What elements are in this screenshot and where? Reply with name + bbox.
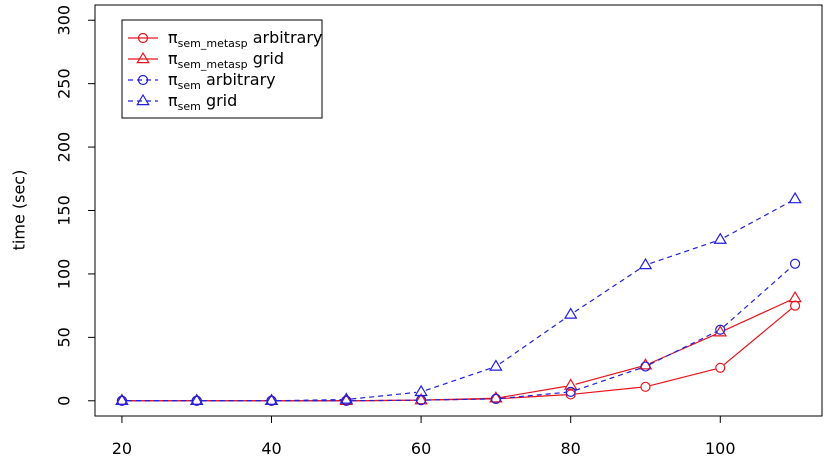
y-tick-label: 50 [55,327,74,347]
marker-triangle [189,393,204,405]
marker-circle [565,386,576,397]
marker-circle [789,258,801,269]
marker-triangle [563,307,578,319]
marker-circle [490,393,501,404]
y-tick-label: 250 [55,68,74,99]
y-axis-label: time (sec) [10,170,29,251]
y-tick-label: 200 [55,132,74,163]
y-tick-label: 150 [55,195,74,226]
marker-circle [116,395,128,406]
x-tick-label: 40 [261,439,281,458]
marker-triangle [638,358,653,370]
marker-triangle [136,93,150,106]
marker-circle [137,32,149,44]
legend-box [121,19,323,119]
x-tick-label: 60 [411,439,431,458]
marker-circle [266,395,277,406]
marker-circle [640,361,651,372]
legend-label: πsem arbitrary [168,70,276,92]
marker-circle [715,324,726,335]
legend-label: πsem_metasp grid [168,49,284,71]
marker-triangle [788,290,802,303]
legend-entry: πsem_metasp grid [128,49,284,71]
x-tick-label: 100 [705,439,736,458]
series-line [126,200,791,402]
marker-triangle [414,384,428,397]
series-line [126,308,792,402]
marker-circle [565,389,576,400]
legend-entry: πsem grid [128,91,237,113]
marker-triangle [563,378,578,390]
y-tick-label: 300 [55,5,74,36]
marker-circle [137,74,149,86]
marker-triangle [264,393,279,405]
x-tick-label: 80 [561,439,581,458]
marker-triangle [136,51,150,64]
marker-triangle [788,191,802,204]
series-line [126,299,791,402]
series-line [126,266,792,402]
marker-triangle [489,359,503,371]
legend-entry: πsem_metasp arbitrary [128,28,322,50]
marker-triangle [713,325,728,337]
legend-entry: πsem arbitrary [128,70,276,92]
marker-triangle [339,393,354,405]
y-tick-label: 100 [55,259,74,290]
marker-triangle [713,232,728,244]
marker-circle [191,395,202,406]
marker-triangle [489,391,503,403]
y-tick-label: 0 [55,396,74,406]
marker-circle [715,362,726,373]
marker-triangle [339,392,354,404]
legend-label: πsem_metasp arbitrary [168,28,322,50]
marker-circle [640,381,651,392]
legend-label: πsem grid [168,91,237,113]
marker-triangle [414,392,428,405]
x-tick-label: 20 [112,439,132,458]
marker-triangle [638,257,653,270]
marker-triangle [115,393,129,405]
marker-circle [789,300,801,311]
